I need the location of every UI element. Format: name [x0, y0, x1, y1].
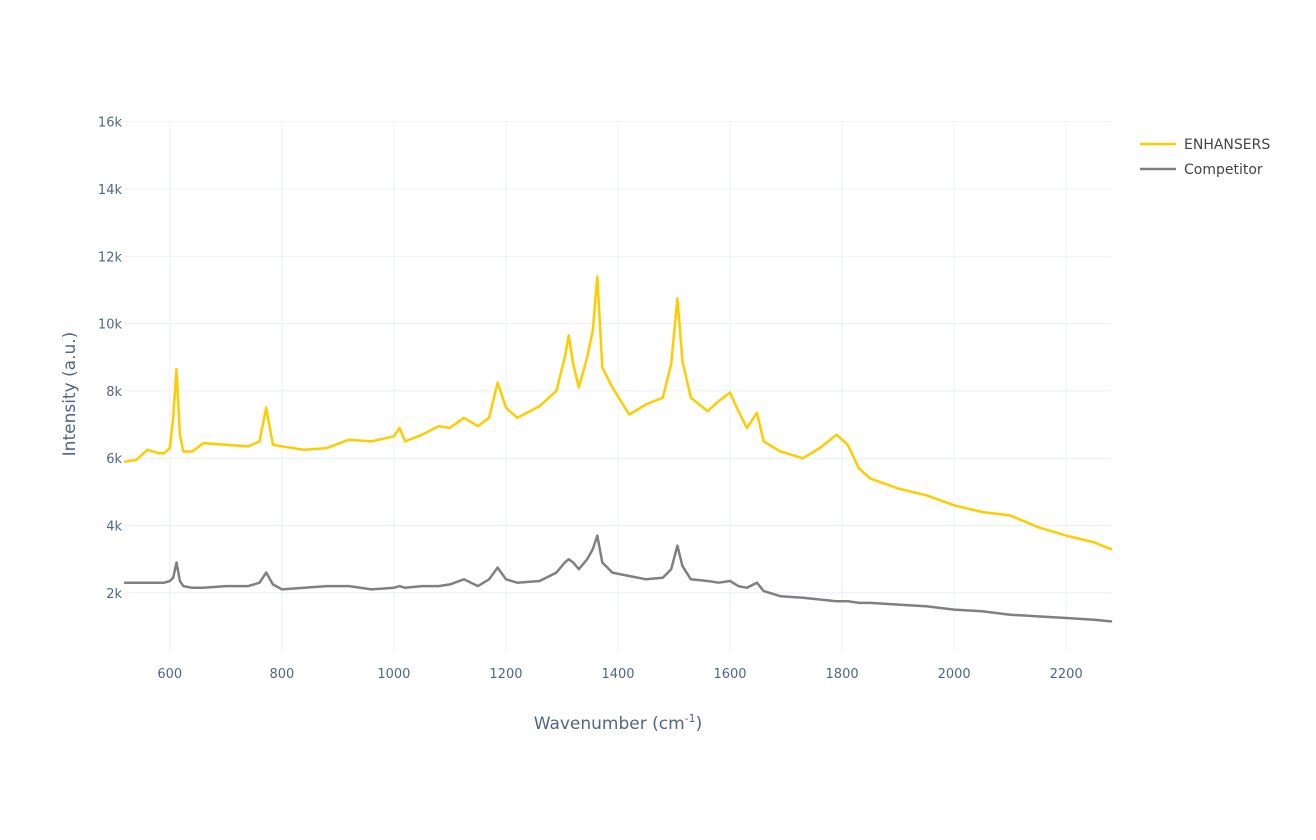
grid-lines — [125, 121, 1111, 650]
y-tick-label: 8k — [106, 385, 122, 400]
y-tick-label: 2k — [106, 587, 122, 602]
legend-label-competitor: Competitor — [1184, 162, 1263, 178]
x-tick-label: 1400 — [601, 667, 634, 682]
x-tick-label: 2000 — [938, 667, 971, 682]
y-tick-label: 6k — [106, 452, 122, 467]
y-tick-label: 16k — [98, 116, 123, 131]
y-tick-label: 10k — [98, 318, 123, 333]
legend-item-enhansers[interactable]: ENHANSERS — [1140, 137, 1270, 153]
x-tick-label: 1200 — [489, 667, 522, 682]
legend[interactable]: ENHANSERS Competitor — [1140, 137, 1270, 178]
x-tick-label: 600 — [157, 667, 182, 682]
x-axis-title: Wavenumber (cm-1) — [534, 712, 703, 734]
series-line-enhansers — [123, 275, 1113, 551]
x-tick-label: 1000 — [377, 667, 410, 682]
x-tick-label: 2200 — [1050, 667, 1083, 682]
data-series — [123, 275, 1113, 623]
x-tick-label: 800 — [269, 667, 294, 682]
legend-label-enhansers: ENHANSERS — [1184, 137, 1270, 153]
y-tick-label: 14k — [98, 183, 123, 198]
x-tick-label: 1800 — [826, 667, 859, 682]
y-tick-label: 4k — [106, 520, 122, 535]
series-line-competitor — [123, 534, 1113, 623]
y-tick-label: 12k — [98, 250, 123, 265]
legend-item-competitor[interactable]: Competitor — [1140, 162, 1263, 178]
y-axis-title: Intensity (a.u.) — [60, 332, 80, 457]
tick-labels: 600 800 1000 1200 1400 1600 1800 2000 2200 2k 4k 6k… — [98, 116, 1083, 682]
x-tick-label: 1600 — [713, 667, 746, 682]
